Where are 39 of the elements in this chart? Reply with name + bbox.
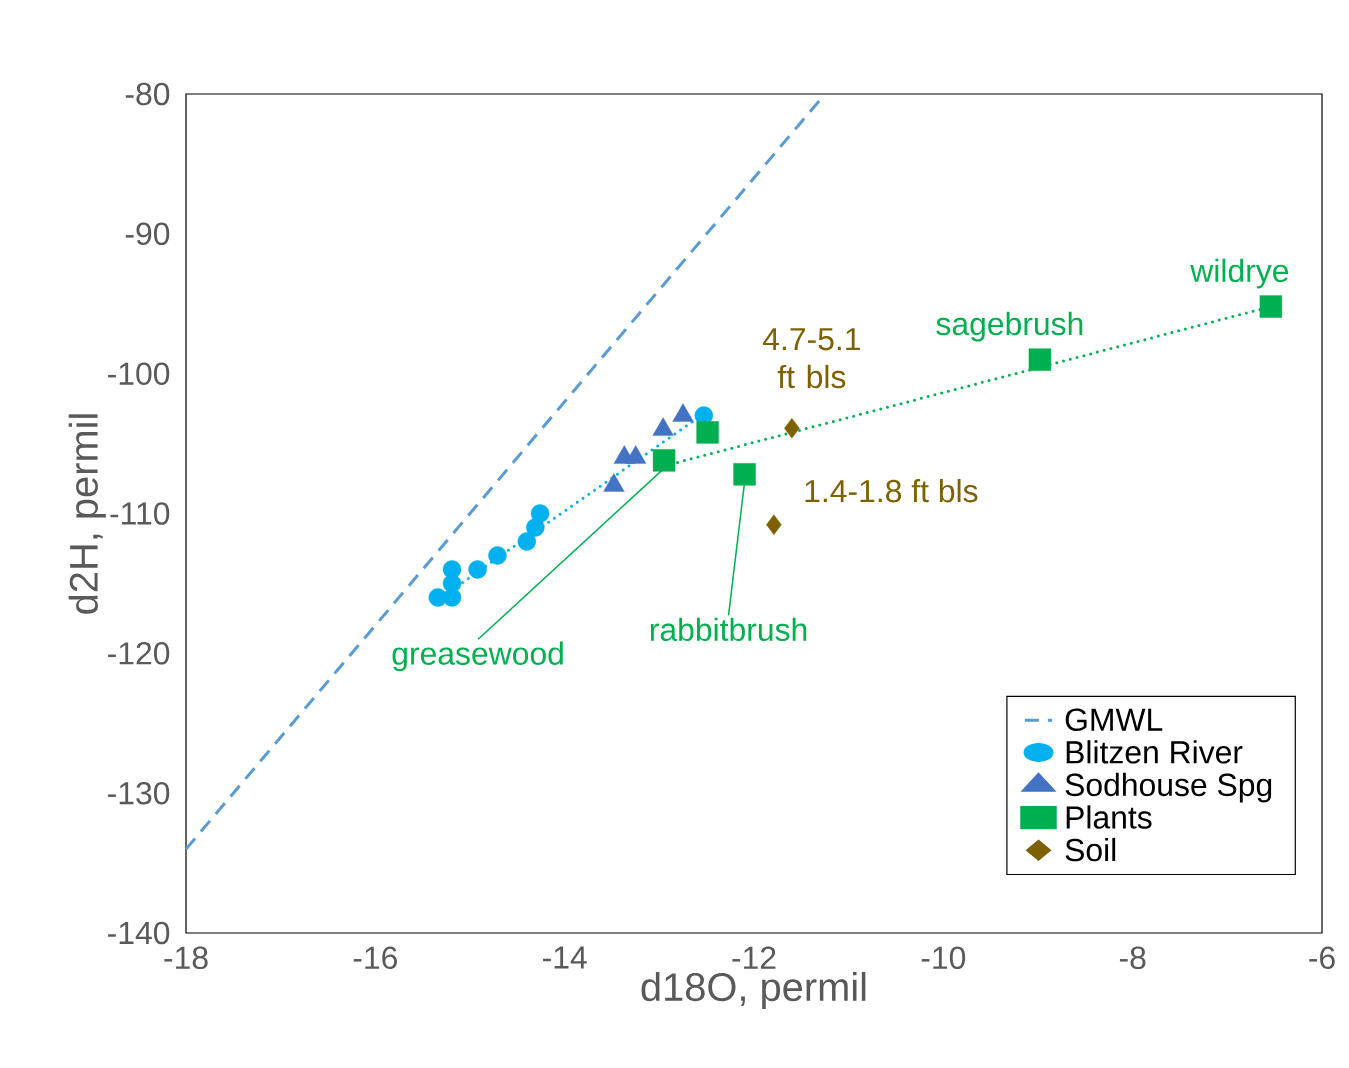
annotation: 1.4-1.8 ft bls bbox=[805, 478, 978, 503]
point bbox=[517, 532, 536, 551]
x-tick-label: -14 bbox=[543, 946, 587, 969]
y-tick-label: -90 bbox=[125, 222, 170, 246]
legend-label: Soil bbox=[1065, 837, 1116, 862]
y-tick-label: -120 bbox=[108, 642, 170, 665]
y-axis-title: d2H, permil bbox=[68, 414, 106, 614]
y-tick-label: -130 bbox=[108, 781, 170, 805]
annotation: 4.7-5.1 ft bls bbox=[762, 328, 860, 389]
x-tick-label: -6 bbox=[1309, 946, 1335, 970]
x-tick-label: -10 bbox=[921, 946, 966, 970]
point bbox=[468, 560, 487, 579]
x-tick-label: -16 bbox=[353, 946, 397, 970]
legend-label: Sodhouse Spg bbox=[1065, 772, 1272, 803]
point bbox=[784, 418, 800, 439]
point bbox=[733, 463, 756, 486]
y-tick-label: -80 bbox=[125, 82, 170, 106]
point bbox=[652, 449, 676, 472]
x-tick-label: -12 bbox=[732, 946, 776, 969]
y-tick-label: -100 bbox=[108, 362, 170, 385]
annotation: wildrye bbox=[1190, 258, 1289, 289]
y-tick-label: -140 bbox=[108, 921, 170, 945]
point bbox=[530, 504, 550, 523]
x-tick-label: -8 bbox=[1119, 946, 1146, 970]
annotation: greasewood bbox=[392, 641, 563, 672]
y-tick-label: -110 bbox=[110, 502, 170, 525]
annotation: sagebrush bbox=[936, 311, 1083, 342]
x-axis-title: d18O, permil bbox=[641, 971, 866, 1010]
legend-label: Plants bbox=[1066, 805, 1152, 829]
point bbox=[1028, 348, 1052, 371]
point bbox=[696, 421, 719, 444]
x-tick-label: -18 bbox=[164, 946, 208, 970]
point bbox=[766, 514, 782, 535]
legend-label: Blitzen River bbox=[1066, 740, 1243, 764]
legend-label: GMWL bbox=[1065, 708, 1163, 732]
point bbox=[488, 546, 507, 565]
point bbox=[1259, 295, 1283, 318]
point bbox=[442, 560, 462, 579]
annotation: rabbitbrush bbox=[650, 617, 807, 642]
